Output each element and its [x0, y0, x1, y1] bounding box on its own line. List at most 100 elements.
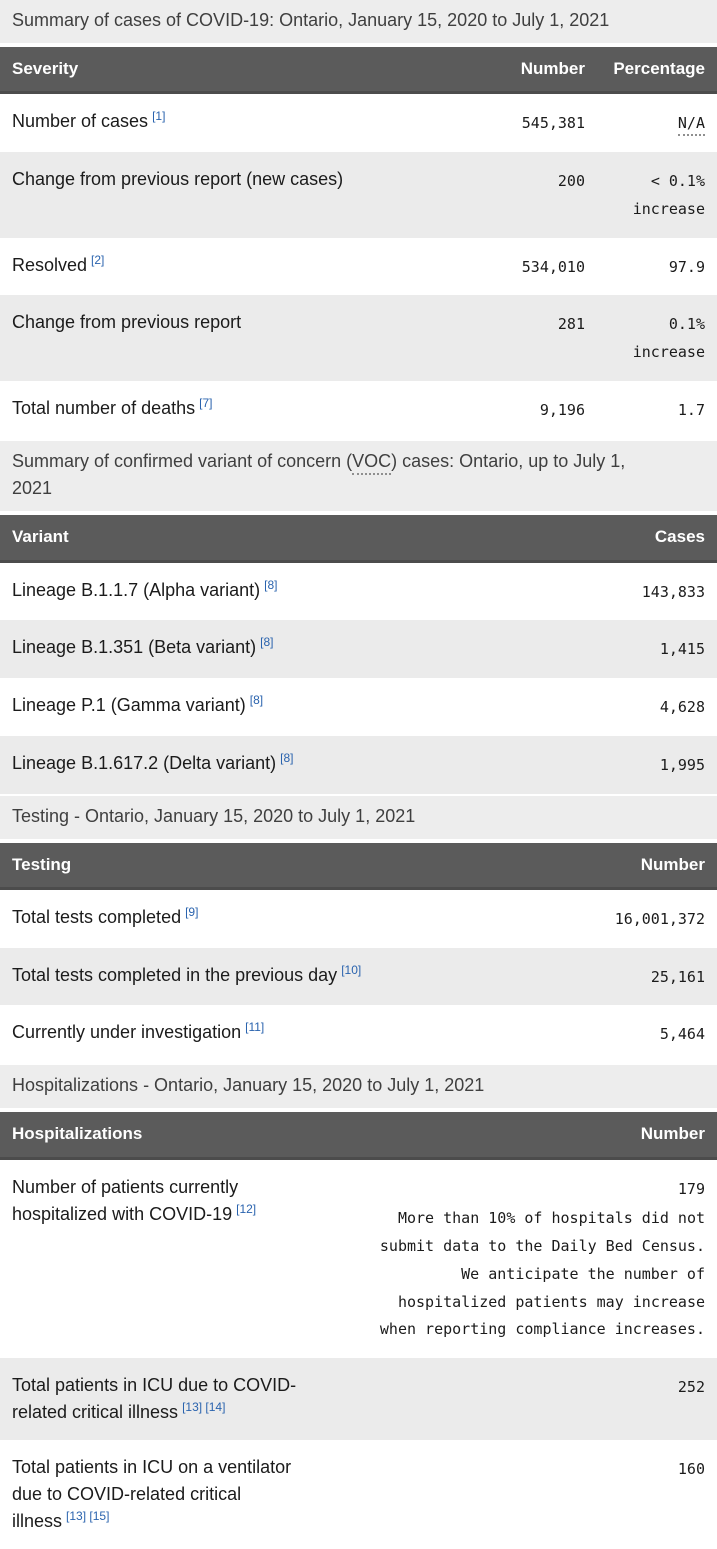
number-cell: 534,010: [521, 257, 585, 276]
number-cell: 545,381: [521, 114, 585, 133]
row-label: Resolved [2]: [0, 238, 437, 296]
row-label: Lineage B.1.1.7 (Alpha variant) [8]: [0, 561, 540, 620]
row-label-text: Lineage B.1.617.2 (Delta variant): [12, 752, 277, 773]
footnote-link[interactable]: [12]: [236, 1201, 257, 1216]
row-label: Total tests completed in the previous da…: [0, 948, 540, 1006]
caption-text: Testing - Ontario, January 15, 2020 to J…: [12, 805, 416, 826]
table-row: Number of patients currently hospitalize…: [0, 1158, 717, 1358]
hospitalizations-header-row: Hospitalizations Number: [0, 1112, 717, 1160]
number-cell: 9,196: [539, 400, 585, 419]
number-value: 179: [677, 1179, 705, 1198]
testing-header-row: Testing Number: [0, 842, 717, 890]
cases-table-caption: Summary of cases of COVID-19: Ontario, J…: [0, 0, 717, 43]
row-label: Number of patients currently hospitalize…: [0, 1158, 334, 1358]
cases-table: Severity Number Percentage Number of cas…: [0, 46, 717, 439]
footnote-link[interactable]: [11]: [245, 1020, 265, 1035]
row-label: Lineage B.1.617.2 (Delta variant) [8]: [0, 736, 540, 794]
row-label: Total number of deaths [7]: [0, 381, 437, 439]
percentage-cell: 1.7: [677, 400, 705, 419]
row-label-text: Lineage B.1.351 (Beta variant): [12, 637, 257, 658]
row-label-text: Resolved: [12, 254, 88, 275]
row-label: Number of cases [1]: [0, 93, 437, 152]
table-row: Lineage B.1.351 (Beta variant) [8] 1,415: [0, 620, 717, 679]
footnote-link[interactable]: [13] [15]: [66, 1509, 110, 1524]
number-cell: 1,995: [659, 755, 705, 774]
row-label: Change from previous report (new cases): [0, 152, 437, 238]
footnote-link[interactable]: [8]: [260, 635, 274, 650]
footnote-link[interactable]: [2]: [91, 252, 105, 267]
row-label-text: Total patients in ICU due to COVID-relat…: [12, 1375, 297, 1423]
table-row: Lineage P.1 (Gamma variant) [8] 4,628: [0, 678, 717, 736]
footnote-link[interactable]: [10]: [341, 962, 362, 977]
number-cell: 179 More than 10% of hospitals did not s…: [334, 1158, 717, 1358]
footnote-link[interactable]: [8]: [264, 577, 278, 592]
hospitalizations-table-caption: Hospitalizations - Ontario, January 15, …: [0, 1065, 717, 1109]
percentage-cell: < 0.1% increase: [632, 172, 705, 218]
testing-table: Testing Number Total tests completed [9] …: [0, 842, 717, 1064]
row-label: Lineage B.1.351 (Beta variant) [8]: [0, 620, 540, 678]
row-label-text: Number of patients currently hospitalize…: [12, 1176, 239, 1224]
voc-abbr: VOC: [352, 450, 392, 475]
column-header-severity: Severity: [0, 46, 437, 95]
number-cell: 4,628: [659, 698, 705, 717]
table-row: Change from previous report (new cases) …: [0, 152, 717, 238]
percentage-cell: 0.1% increase: [632, 315, 705, 362]
footnote-link[interactable]: [1]: [152, 109, 166, 124]
row-label: Lineage P.1 (Gamma variant) [8]: [0, 678, 540, 736]
row-label-text: Number of cases: [12, 111, 149, 132]
row-label-text: Change from previous report (new cases): [12, 169, 344, 190]
table-row: Total patients in ICU on a ventilator du…: [0, 1440, 717, 1549]
footnote-link[interactable]: [13] [14]: [182, 1400, 226, 1415]
column-header-cases: Cases: [540, 515, 717, 563]
column-header-percentage: Percentage: [597, 46, 717, 95]
hospitalizations-table: Hospitalizations Number Number of patien…: [0, 1112, 717, 1549]
table-row: Total patients in ICU due to COVID-relat…: [0, 1358, 717, 1441]
row-label-text: Total tests completed: [12, 906, 182, 927]
column-header-hospitalizations: Hospitalizations: [0, 1112, 334, 1160]
number-cell: 200: [557, 172, 585, 191]
percentage-cell: N/A: [597, 93, 717, 152]
voc-table: Variant Cases Lineage B.1.1.7 (Alpha var…: [0, 515, 717, 794]
caption-text: Summary of cases of COVID-19: Ontario, J…: [12, 10, 610, 30]
voc-header-row: Variant Cases: [0, 515, 717, 563]
number-cell: 25,161: [650, 967, 705, 986]
column-header-number: Number: [540, 842, 717, 890]
column-header-testing: Testing: [0, 842, 540, 890]
row-label: Change from previous report: [0, 295, 437, 381]
row-label-text: Currently under investigation: [12, 1022, 242, 1043]
column-header-number: Number: [437, 46, 597, 95]
row-label-text: Lineage P.1 (Gamma variant): [12, 695, 246, 716]
row-label: Total patients in ICU due to COVID-relat…: [0, 1358, 334, 1440]
row-label-text: Total number of deaths: [12, 397, 196, 418]
table-row: Total tests completed in the previous da…: [0, 947, 717, 1006]
row-label-text: Total patients in ICU on a ventilator du…: [12, 1457, 292, 1532]
na-abbr: N/A: [677, 114, 705, 137]
note-line: More than 10% of hospitals did not: [397, 1209, 705, 1228]
testing-table-caption: Testing - Ontario, January 15, 2020 to J…: [0, 795, 717, 839]
number-cell: 281: [557, 315, 585, 334]
number-cell: 252: [677, 1378, 705, 1397]
row-label: Currently under investigation [11]: [0, 1005, 540, 1063]
table-row: Lineage B.1.617.2 (Delta variant) [8] 1,9…: [0, 735, 717, 794]
row-label-text: Lineage B.1.1.7 (Alpha variant): [12, 579, 261, 600]
table-row: Number of cases [1] 545,381 N/A: [0, 93, 717, 152]
caption-text-post: ) cases: Ontario, up to July 1, 2021: [12, 450, 626, 499]
table-row: Change from previous report 281 0.1% inc…: [0, 295, 717, 381]
row-label-text: Change from previous report: [12, 312, 242, 333]
row-label-text: Total tests completed in the previous da…: [12, 964, 338, 985]
footnote-link[interactable]: [7]: [199, 395, 213, 410]
note-line: submit data to the Daily Bed Census.: [379, 1237, 705, 1256]
note-line: We anticipate the number of: [461, 1264, 705, 1283]
table-row: Resolved [2] 534,010 97.9: [0, 238, 717, 296]
voc-table-caption: Summary of confirmed variant of concern …: [0, 440, 717, 512]
footnote-link[interactable]: [9]: [185, 904, 199, 919]
table-row: Total tests completed [9] 16,001,372: [0, 888, 717, 947]
percentage-cell: 97.9: [668, 257, 705, 276]
footnote-link[interactable]: [8]: [249, 693, 264, 708]
caption-text-pre: Summary of confirmed variant of concern …: [12, 450, 353, 471]
table-row: Total number of deaths [7] 9,196 1.7: [0, 381, 717, 439]
footnote-link[interactable]: [8]: [280, 750, 294, 765]
row-label: Total patients in ICU on a ventilator du…: [0, 1440, 334, 1549]
row-label: Total tests completed [9]: [0, 888, 540, 947]
table-row: Currently under investigation [11] 5,464: [0, 1005, 717, 1063]
